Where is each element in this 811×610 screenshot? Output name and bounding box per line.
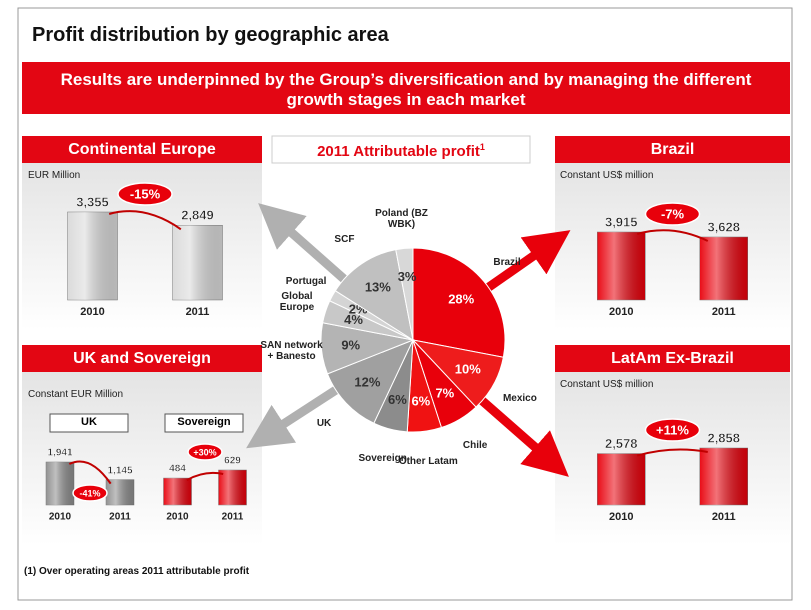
slice-value: 6% [411,394,430,409]
value-label: 2,849 [181,208,214,223]
value-label: 3,355 [76,194,109,209]
bar-shine [700,237,748,300]
slice-label: Portugal [274,276,338,287]
value-label: 3,628 [707,219,740,234]
slice-value: 7% [435,385,454,400]
change-label: -41% [79,488,100,498]
change-label: -15% [130,186,161,201]
slice-label: Chile [443,440,507,451]
category-label: 2010 [80,306,104,318]
slice-label: SCF [312,234,376,245]
slice-label: Poland (BZ WBK) [370,208,434,230]
slice-value: 13% [365,280,391,295]
pie-title: 2011 Attributable profit1 [272,142,530,160]
slide: 3,355 2010 2,849 2011 -15% 3,915 2010 3,628 2011… [0,0,811,610]
change-label: +11% [656,422,689,437]
value-label: 1,145 [107,465,132,476]
footnote: (1) Over operating areas 2011 attributab… [24,566,249,577]
slice-value: 28% [448,292,474,307]
value-label: 629 [224,456,241,467]
category-label: 2011 [712,511,736,523]
panel-unit: Constant US$ million [560,170,653,181]
sub-label: Sovereign [165,416,243,428]
slice-label: Brazil [475,257,539,268]
slice-value: 10% [455,362,481,377]
bar-shine [173,225,223,300]
category-label: 2010 [609,511,633,523]
bar-shine [700,448,748,505]
slice-label: Sovereign [351,453,415,464]
slice-label: Mexico [488,393,552,404]
value-label: 2,578 [605,436,638,451]
slice-label: SAN network + Banesto [260,340,324,362]
slice-label: Global Europe [265,291,329,313]
panel-body [555,372,790,545]
value-label: 1,941 [47,448,72,459]
category-label: 2010 [609,306,633,318]
bar-shine [68,212,118,300]
category-label: 2011 [712,306,736,318]
banner-text: Results are underpinned by the Group’s d… [50,70,762,110]
panel-title: UK and Sovereign [22,345,262,372]
panel-unit: EUR Million [28,170,80,181]
pie-title-text: 2011 Attributable profit [317,143,480,160]
slice-value: 9% [341,337,360,352]
bar-shine [597,454,645,505]
category-label: 2011 [222,512,244,523]
bar-shine [46,462,74,505]
panel-title: LatAm Ex-Brazil [555,345,790,372]
change-label: +30% [193,447,216,457]
slice-label: UK [292,418,356,429]
category-label: 2011 [109,512,131,523]
change-label: -7% [661,206,685,221]
bar-shine [164,478,192,505]
panel-title: Brazil [555,136,790,163]
panel-title: Continental Europe [22,136,262,163]
panel-unit: Constant US$ million [560,379,653,390]
panel-body [555,163,790,330]
category-label: 2010 [49,512,72,523]
value-label: 3,915 [605,214,638,229]
category-label: 2011 [186,306,210,318]
bar-shine [219,470,247,505]
slice-value: 6% [388,392,407,407]
panel-unit: Constant EUR Million [28,389,123,400]
value-label: 484 [169,464,186,475]
slide-title: Profit distribution by geographic area [32,24,389,47]
bar-shine [597,232,645,300]
value-label: 2,858 [707,430,740,445]
slice-value: 12% [354,374,380,389]
slice-value: 3% [398,269,417,284]
category-label: 2010 [166,512,189,523]
sub-label: UK [50,416,128,428]
pie-title-note: 1 [480,142,485,152]
